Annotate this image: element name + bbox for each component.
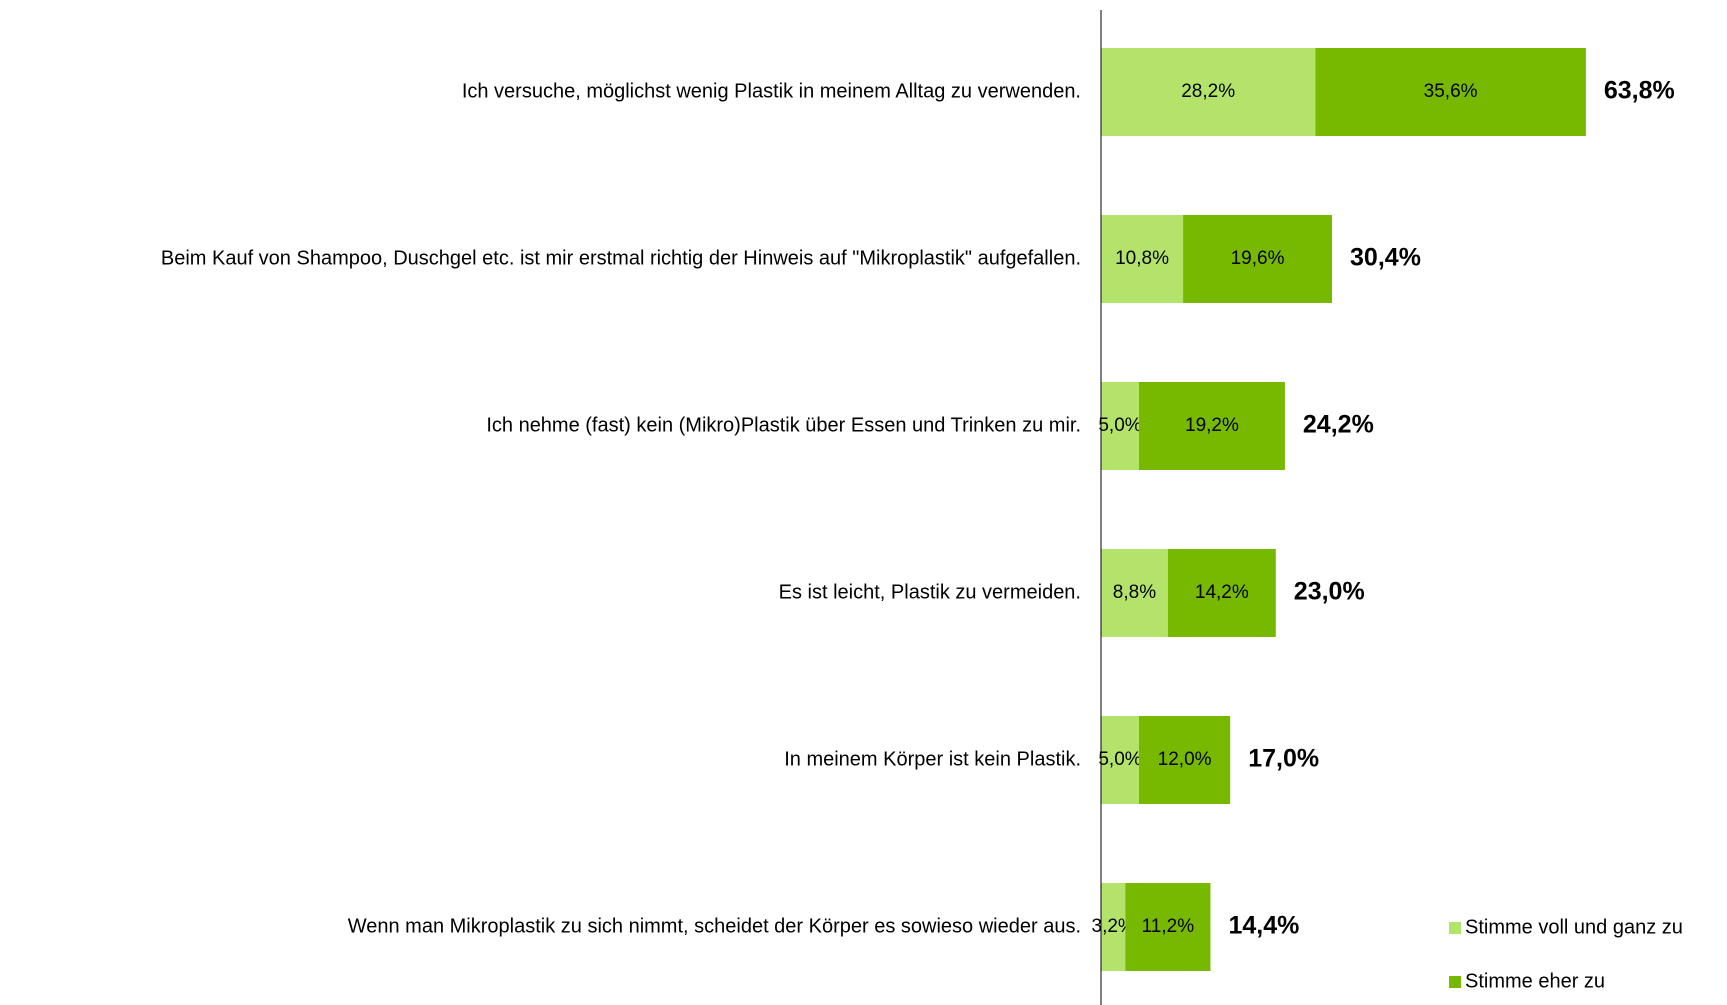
segment-label: 10,8% <box>1115 248 1169 269</box>
bar-segment <box>1183 215 1333 303</box>
category-label: Ich nehme (fast) kein (Mikro)Plastik übe… <box>486 414 1081 436</box>
category-label: Es ist leicht, Plastik zu vermeiden. <box>779 581 1081 603</box>
legend-label: Stimme voll und ganz zu <box>1465 916 1683 938</box>
category-label: In meinem Körper ist kein Plastik. <box>784 748 1081 770</box>
segment-label: 19,6% <box>1231 248 1285 269</box>
segment-label: 28,2% <box>1181 81 1235 102</box>
bar-segment <box>1167 549 1276 637</box>
segment-label: 8,8% <box>1113 582 1156 603</box>
segment-label: 5,0% <box>1098 415 1141 436</box>
bar-segment <box>1125 883 1211 971</box>
legend-swatch <box>1449 976 1461 988</box>
bar-segment <box>1101 382 1139 470</box>
bar-segment <box>1139 716 1231 804</box>
total-label: 24,2% <box>1303 411 1374 439</box>
total-label: 23,0% <box>1294 578 1365 606</box>
segment-label: 35,6% <box>1424 81 1478 102</box>
total-label: 63,8% <box>1604 77 1675 105</box>
legend-label: Stimme eher zu <box>1465 970 1605 992</box>
bar-segment <box>1139 382 1285 470</box>
bar-segment <box>1101 549 1168 637</box>
segment-label: 5,0% <box>1098 749 1141 770</box>
segment-label: 11,2% <box>1142 916 1195 937</box>
segment-label: 19,2% <box>1185 415 1239 436</box>
bar-segment <box>1101 883 1126 971</box>
segment-label: 14,2% <box>1195 582 1249 603</box>
total-label: 14,4% <box>1228 912 1299 940</box>
bar-segment <box>1101 215 1184 303</box>
bar-segment <box>1101 716 1139 804</box>
legend-swatch <box>1449 922 1461 934</box>
bar-segment <box>1315 48 1586 136</box>
segment-label: 12,0% <box>1158 749 1212 770</box>
category-label: Wenn man Mikroplastik zu sich nimmt, sch… <box>348 915 1081 937</box>
category-label: Beim Kauf von Shampoo, Duschgel etc. ist… <box>161 247 1081 269</box>
total-label: 17,0% <box>1248 745 1319 773</box>
total-label: 30,4% <box>1350 244 1421 272</box>
segment-label: 3,2% <box>1092 916 1135 937</box>
category-label: Ich versuche, möglichst wenig Plastik in… <box>462 80 1081 102</box>
bar-segment <box>1101 48 1316 136</box>
